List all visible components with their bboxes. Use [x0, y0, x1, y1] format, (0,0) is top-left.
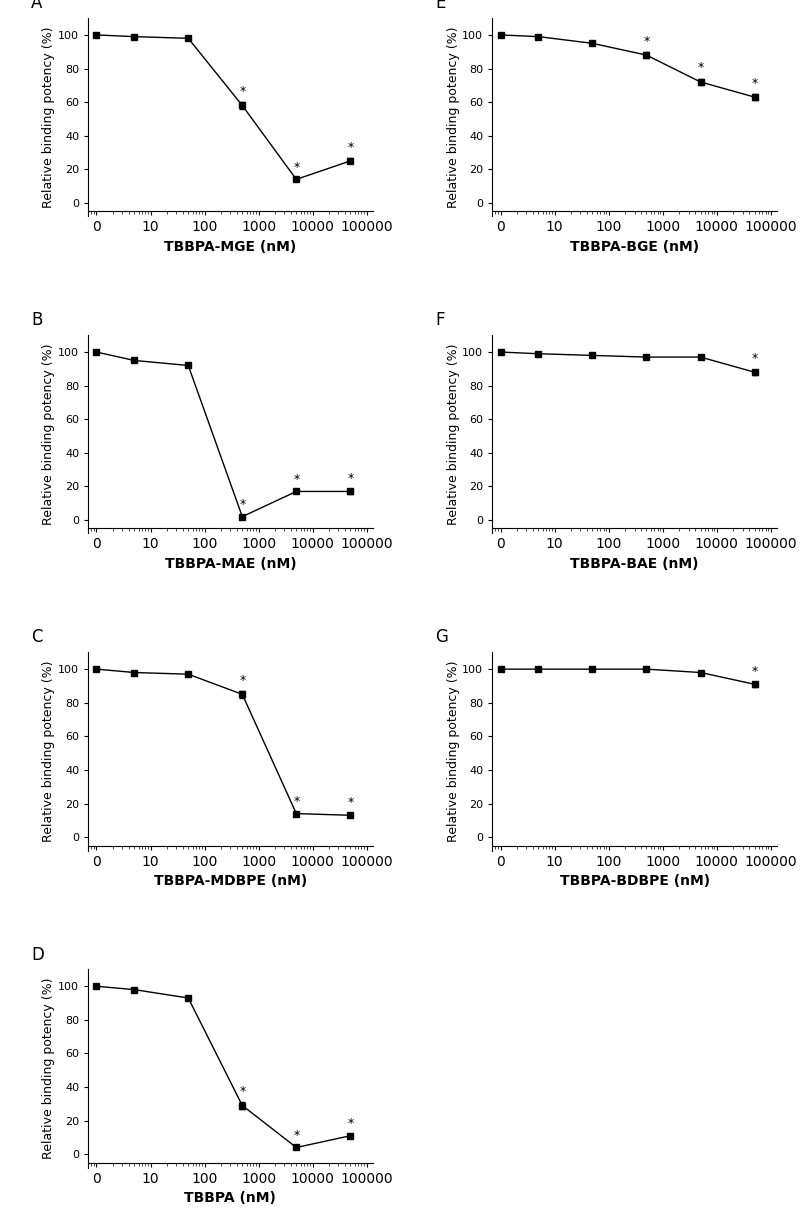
Text: *: * [293, 473, 300, 485]
Text: *: * [293, 1129, 300, 1141]
Y-axis label: Relative binding potency (%): Relative binding potency (%) [42, 978, 55, 1159]
X-axis label: TBBPA-BDBPE (nM): TBBPA-BDBPE (nM) [560, 874, 710, 888]
Y-axis label: Relative binding potency (%): Relative binding potency (%) [446, 661, 460, 842]
X-axis label: TBBPA-BAE (nM): TBBPA-BAE (nM) [570, 557, 699, 571]
Text: B: B [31, 311, 42, 329]
Text: F: F [436, 311, 445, 329]
Y-axis label: Relative binding potency (%): Relative binding potency (%) [42, 344, 55, 525]
X-axis label: TBBPA-MGE (nM): TBBPA-MGE (nM) [164, 240, 296, 254]
Text: *: * [239, 85, 245, 98]
Y-axis label: Relative binding potency (%): Relative binding potency (%) [42, 661, 55, 842]
Y-axis label: Relative binding potency (%): Relative binding potency (%) [42, 27, 55, 208]
Text: *: * [293, 795, 300, 808]
Text: *: * [751, 352, 758, 365]
Text: *: * [643, 35, 650, 47]
Text: E: E [436, 0, 446, 12]
Text: *: * [239, 674, 245, 687]
X-axis label: TBBPA-MDBPE (nM): TBBPA-MDBPE (nM) [154, 874, 307, 888]
Text: *: * [239, 497, 245, 511]
Text: D: D [31, 945, 44, 963]
Text: *: * [347, 142, 353, 154]
Text: *: * [347, 472, 353, 485]
Y-axis label: Relative binding potency (%): Relative binding potency (%) [446, 27, 460, 208]
Y-axis label: Relative binding potency (%): Relative binding potency (%) [446, 344, 460, 525]
Text: *: * [751, 664, 758, 678]
Text: G: G [436, 628, 449, 646]
X-axis label: TBBPA-BGE (nM): TBBPA-BGE (nM) [570, 240, 699, 254]
X-axis label: TBBPA (nM): TBBPA (nM) [184, 1191, 276, 1205]
Text: *: * [293, 161, 300, 173]
Text: *: * [698, 62, 703, 75]
Text: *: * [239, 1085, 245, 1097]
Text: *: * [347, 796, 353, 809]
Text: C: C [31, 628, 42, 646]
Text: *: * [347, 1117, 353, 1130]
X-axis label: TBBPA-MAE (nM): TBBPA-MAE (nM) [165, 557, 296, 571]
Text: A: A [31, 0, 42, 12]
Text: *: * [751, 76, 758, 90]
